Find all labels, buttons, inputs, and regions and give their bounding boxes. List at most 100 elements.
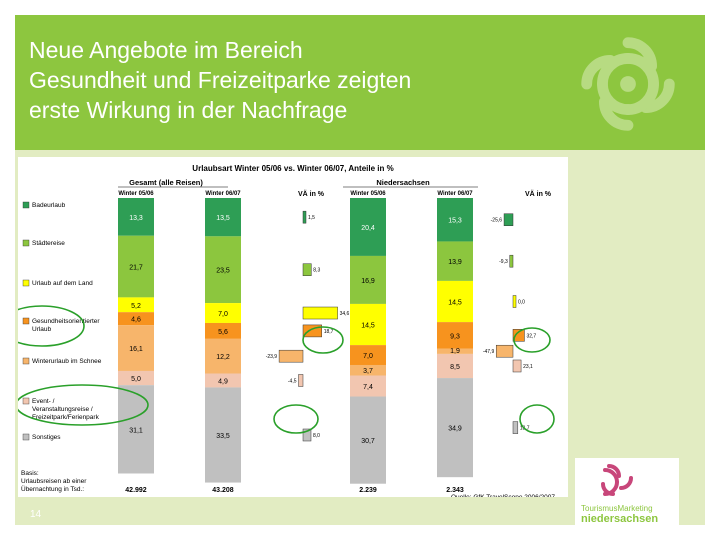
legend-label: Sonstiges — [32, 434, 61, 441]
change-value-label: -23,9 — [266, 354, 278, 360]
change-value-label: 18,7 — [324, 329, 334, 335]
bar-value-label: 9,3 — [450, 333, 460, 340]
change-bar — [512, 359, 522, 373]
source-label: Quelle: GfK TravelScope 2006/2007 — [451, 494, 555, 497]
bar-value-label: 33,5 — [216, 433, 230, 440]
highlight-ellipse — [302, 326, 344, 354]
page-number: 14 — [30, 509, 42, 520]
change-value-label: 8,0 — [313, 433, 320, 439]
bar-value-label: 14,5 — [361, 323, 375, 330]
highlight-ellipse — [273, 404, 319, 434]
change-value-label: 1,5 — [308, 215, 315, 221]
bar-segment — [205, 338, 241, 374]
bar-value-label: 12,2 — [216, 354, 230, 361]
change-value-label: -4,5 — [288, 378, 297, 384]
highlight-ellipse — [519, 404, 555, 434]
bar-value-label: 14,5 — [448, 300, 462, 307]
highlight-ellipse — [513, 327, 551, 353]
bar-segment — [118, 370, 154, 386]
bar-segment — [350, 364, 386, 376]
flower-logo-icon — [601, 464, 633, 496]
highlight-ellipse — [0, 305, 85, 347]
basis-value: 2.343 — [446, 487, 464, 494]
va-header-ns: VÄ in % — [525, 190, 552, 198]
bar-segment — [350, 255, 386, 304]
basis-value: 2.239 — [359, 487, 377, 494]
brand-logo: TourismusMarketing niedersachsen — [575, 458, 679, 528]
bar-segment — [437, 378, 473, 478]
legend-swatch — [22, 317, 30, 325]
change-bar — [503, 213, 514, 226]
change-bar — [302, 428, 312, 442]
swirl-logo-icon — [581, 37, 675, 131]
bar-value-label: 16,9 — [361, 278, 375, 285]
chart-figure: Urlaubsart Winter 05/06 vs. Winter 06/07… — [0, 157, 568, 501]
bar-value-label: 20,4 — [361, 225, 375, 232]
bar-segment — [205, 322, 241, 339]
bar-value-label: 16,1 — [129, 346, 143, 353]
bar-value-label: 15,3 — [448, 218, 462, 225]
chart-title: Urlaubsart Winter 05/06 vs. Winter 06/07… — [192, 164, 393, 173]
legend-swatch — [22, 201, 30, 209]
bar-segment — [437, 198, 473, 242]
bar-segment — [437, 280, 473, 323]
bar-value-label: 21,7 — [129, 265, 143, 272]
brand-line-1: TourismusMarketing — [581, 504, 653, 513]
group-label-total: Gesamt (alle Reisen) — [129, 178, 203, 187]
va-header-total: VÄ in % — [298, 190, 325, 198]
col-header: Winter 05/06 — [118, 191, 154, 197]
bar-value-label: 5,0 — [131, 376, 141, 383]
bar-value-label: 7,0 — [363, 353, 373, 360]
legend-label: Event- / Veranstaltungsreise / Freizeitpar… — [32, 398, 100, 421]
bar-value-label: 34,9 — [448, 426, 462, 433]
bar-value-label: 4,9 — [218, 378, 228, 385]
bar-value-label: 7,0 — [218, 311, 228, 318]
bar-value-label: 30,7 — [361, 438, 375, 445]
bar-segment — [118, 325, 154, 371]
bar-segment — [437, 322, 473, 349]
legend-label: Badeurlaub — [32, 202, 66, 209]
change-bar — [512, 295, 517, 308]
legend-label: Städtereise — [32, 240, 65, 247]
bar-segment — [205, 236, 241, 304]
bar-segment — [437, 348, 473, 354]
bar-segment — [118, 297, 154, 313]
bar-value-label: 3,7 — [363, 368, 373, 375]
change-value-label: 34,6 — [340, 311, 350, 317]
stacked-bar-chart: Urlaubsart Winter 05/06 vs. Winter 06/07… — [0, 164, 555, 501]
change-value-label: 0,0 — [518, 300, 525, 306]
change-value-label: -9,3 — [499, 259, 508, 265]
change-value-label: -25,6 — [491, 218, 503, 224]
bar-value-label: 5,6 — [218, 329, 228, 336]
legend-swatch — [22, 279, 30, 287]
change-bar — [302, 210, 307, 224]
bar-segment — [350, 198, 386, 256]
change-bar — [298, 374, 304, 387]
change-value-label: 23,1 — [523, 364, 533, 370]
change-value-label: -47,9 — [483, 349, 495, 355]
bar-segment — [118, 198, 154, 236]
title-banner: Neue Angebote im Bereich Gesundheit und … — [15, 15, 705, 150]
bar-segment — [437, 353, 473, 379]
slide-title: Neue Angebote im Bereich Gesundheit und … — [29, 37, 412, 123]
bar-segment — [205, 198, 241, 237]
bar-segment — [437, 241, 473, 281]
basis-label: Basis: Urlaubsreisen ab einer Übernachtung… — [21, 470, 87, 493]
bar-segment — [205, 303, 241, 323]
legend-swatch — [22, 397, 30, 405]
bar-segment — [118, 385, 154, 474]
change-bar — [278, 349, 304, 363]
col-header: Winter 06/07 — [437, 191, 473, 197]
bar-value-label: 31,1 — [129, 427, 143, 434]
bar-segment — [205, 373, 241, 388]
group-label-ns: Niedersachsen — [376, 178, 430, 187]
legend-label: Gesundheitsorientierter Urlaub — [32, 318, 100, 333]
change-bar — [509, 254, 514, 268]
change-bar — [512, 329, 525, 342]
bar-value-label: 4,6 — [131, 317, 141, 324]
bar-segment — [350, 375, 386, 397]
legend-swatch — [22, 357, 30, 365]
bar-segment — [350, 396, 386, 484]
bar-segment — [350, 303, 386, 346]
legend-label: Winterurlaub im Schnee — [32, 358, 102, 365]
